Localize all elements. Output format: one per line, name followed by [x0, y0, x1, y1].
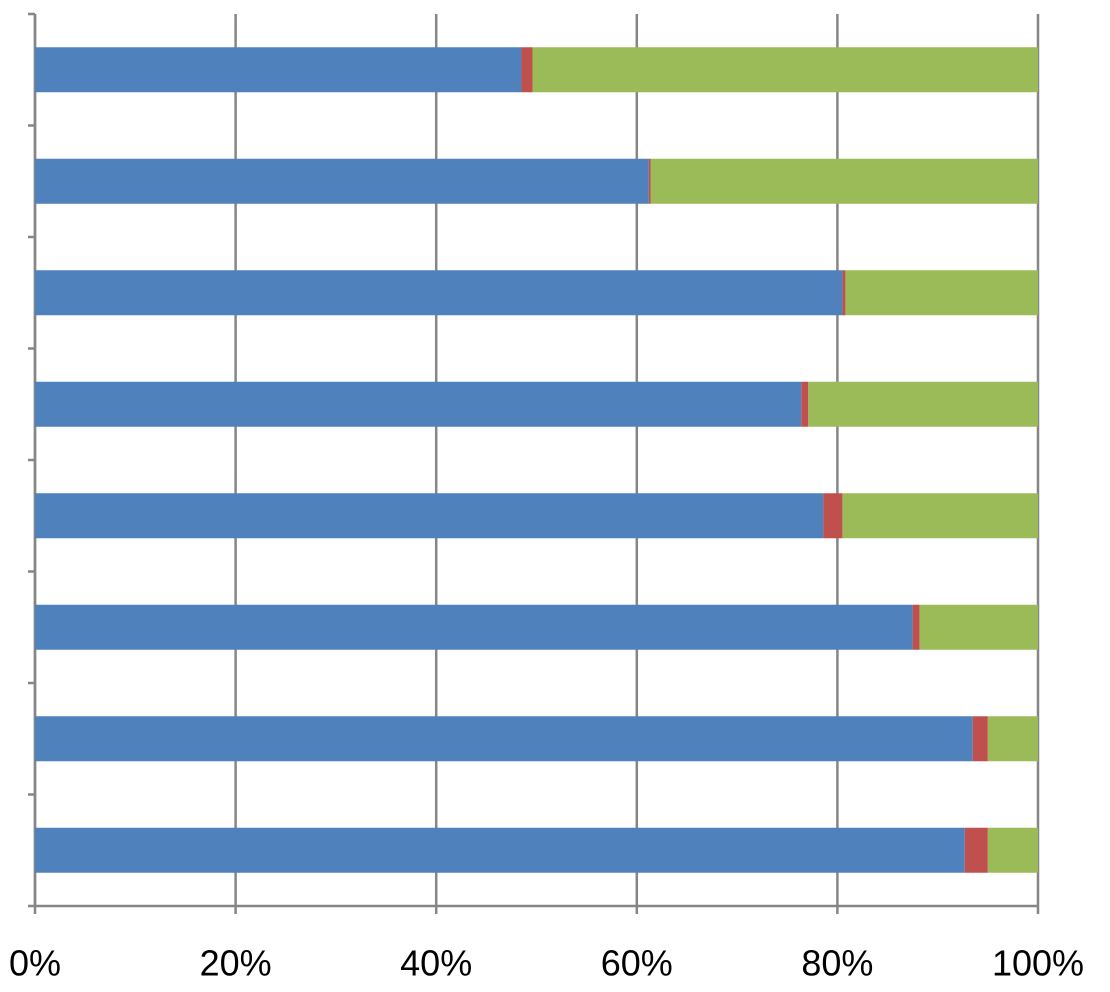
bar-segment: [842, 493, 1038, 539]
bar-segment: [987, 827, 1038, 873]
bar-segment: [35, 493, 824, 539]
bar-segment: [912, 604, 920, 650]
bar-segment: [919, 604, 1038, 650]
bar-segment: [823, 493, 843, 539]
x-tick-label: 60%: [601, 943, 673, 984]
bar-segment: [35, 827, 965, 873]
bar-segment: [842, 270, 846, 316]
bar-segment: [964, 827, 988, 873]
bar-segment: [35, 604, 913, 650]
bar-segment: [521, 47, 533, 93]
bar-segment: [801, 381, 809, 427]
bar-segment: [35, 270, 843, 316]
bar-segment: [35, 158, 649, 204]
bar-segment: [35, 47, 522, 93]
x-tick-label: 20%: [200, 943, 272, 984]
x-tick-label: 40%: [400, 943, 472, 984]
bar-segment: [972, 716, 988, 762]
bar-segment: [648, 158, 651, 204]
bar-segment: [845, 270, 1038, 316]
bar-segment: [532, 47, 1038, 93]
bar-segment: [650, 158, 1038, 204]
bar-segment: [35, 716, 973, 762]
bar-segment: [808, 381, 1038, 427]
x-tick-label: 80%: [801, 943, 873, 984]
x-tick-label: 0%: [9, 943, 61, 984]
bar-segment: [987, 716, 1038, 762]
bar-segment: [35, 381, 802, 427]
x-tick-label: 100%: [992, 943, 1084, 984]
